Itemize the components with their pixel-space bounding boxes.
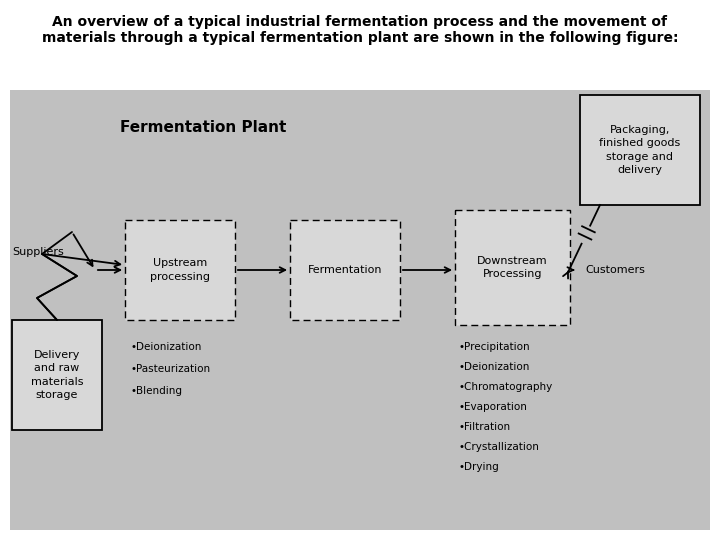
Text: •Pasteurization: •Pasteurization: [130, 364, 210, 374]
Text: •Blending: •Blending: [130, 386, 182, 396]
Text: •Chromatography: •Chromatography: [458, 382, 552, 392]
Text: Delivery
and raw
materials
storage: Delivery and raw materials storage: [31, 350, 84, 400]
Text: •Drying: •Drying: [458, 462, 499, 472]
Text: Fermentation Plant: Fermentation Plant: [120, 120, 287, 135]
Bar: [125, 220, 235, 320]
Bar: [10, 90, 710, 530]
Bar: [290, 220, 400, 320]
Text: Upstream
processing: Upstream processing: [150, 259, 210, 281]
Bar: [12, 320, 102, 430]
Text: •Precipitation: •Precipitation: [458, 342, 530, 352]
Text: •Deionization: •Deionization: [458, 362, 529, 372]
Text: Suppliers: Suppliers: [12, 247, 64, 257]
Text: •Filtration: •Filtration: [458, 422, 510, 432]
Text: Packaging,
finished goods
storage and
delivery: Packaging, finished goods storage and de…: [599, 125, 680, 175]
Text: Downstream
Processing: Downstream Processing: [477, 256, 548, 279]
Text: •Evaporation: •Evaporation: [458, 402, 527, 412]
Text: Fermentation: Fermentation: [307, 265, 382, 275]
Text: •Deionization: •Deionization: [130, 342, 202, 352]
Bar: [455, 210, 570, 325]
Text: Customers: Customers: [585, 265, 645, 275]
Text: An overview of a typical industrial fermentation process and the movement of
mat: An overview of a typical industrial ferm…: [42, 15, 678, 45]
Text: •Crystallization: •Crystallization: [458, 442, 539, 452]
Bar: [580, 95, 700, 205]
